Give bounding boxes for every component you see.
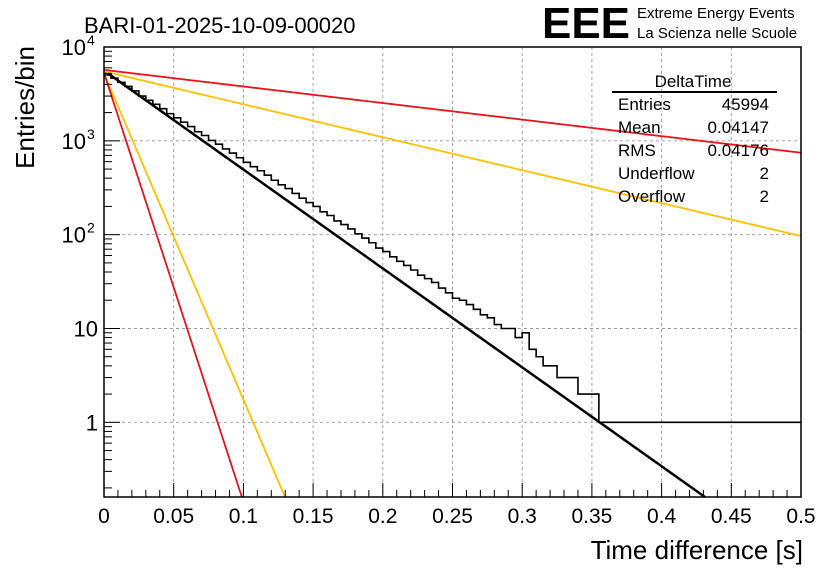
stats-row-value: 2	[760, 164, 769, 183]
stats-row-value: 45994	[722, 95, 769, 114]
y-tick-label: 10	[62, 129, 86, 154]
fit-curve-fit	[103, 69, 706, 499]
chart-title: BARI-01-2025-10-09-00020	[84, 13, 356, 38]
eee-logo: EEE Extreme Energy Events La Scienza nel…	[542, 0, 797, 48]
y-tick-label: 10	[62, 223, 86, 248]
eee-logo-line1: Extreme Energy Events	[637, 5, 795, 22]
x-tick-label: 0	[98, 505, 110, 528]
x-tick-label: 0.15	[293, 505, 334, 528]
x-tick-label: 0.25	[432, 505, 473, 528]
fit-curve-upper-slow	[103, 69, 802, 154]
fit-curves	[103, 69, 802, 499]
y-tick-exponent: 2	[87, 220, 95, 236]
fit-curve-mid-fast	[103, 73, 286, 498]
stats-row-value: 2	[760, 187, 769, 206]
fit-curve-lower-fast	[103, 72, 243, 498]
x-tick-label: 0.3	[508, 505, 537, 528]
y-tick-label: 1	[86, 410, 98, 435]
grid	[104, 47, 801, 497]
x-tick-label: 0.4	[647, 505, 677, 528]
y-tick-exponent: 3	[87, 126, 95, 142]
y-tick-label: 10	[62, 35, 86, 60]
fit-curve-mid-slow	[103, 70, 802, 237]
stats-row-label: Overflow	[618, 187, 686, 206]
stats-row-value: 0.04147	[708, 118, 769, 137]
stats-row-label: Underflow	[618, 164, 695, 183]
tick-labels: 0 0.05 0.1 0.15 0.2 0.25 0.3 0.35 0.4 0.45 0.5 1 10 1…	[62, 32, 816, 528]
histogram-outline	[104, 72, 801, 424]
stats-box-title: DeltaTime	[655, 72, 732, 91]
y-tick-exponent: 4	[87, 32, 95, 48]
stats-box: DeltaTime Entries 45994 Mean 0.04147 RMS…	[612, 72, 777, 206]
y-axis-label: Entries/bin	[10, 46, 40, 169]
eee-logo-line2: La Scienza nelle Scuole	[637, 25, 797, 42]
eee-logo-mark: EEE	[542, 0, 630, 48]
x-tick-label: 0.45	[711, 505, 752, 528]
x-tick-label: 0.35	[571, 505, 612, 528]
x-axis-label: Time difference [s]	[591, 535, 803, 565]
axis-ticks	[103, 46, 802, 497]
histogram	[104, 72, 801, 424]
x-tick-label: 0.05	[153, 505, 194, 528]
x-tick-label: 0.1	[229, 505, 258, 528]
stats-row-label: RMS	[618, 141, 656, 160]
stats-row-label: Mean	[618, 118, 661, 137]
stats-row-value: 0.04176	[708, 141, 769, 160]
x-tick-label: 0.2	[368, 505, 397, 528]
x-tick-label: 0.5	[786, 505, 815, 528]
y-tick-label: 10	[74, 316, 98, 341]
stats-row-label: Entries	[618, 95, 671, 114]
